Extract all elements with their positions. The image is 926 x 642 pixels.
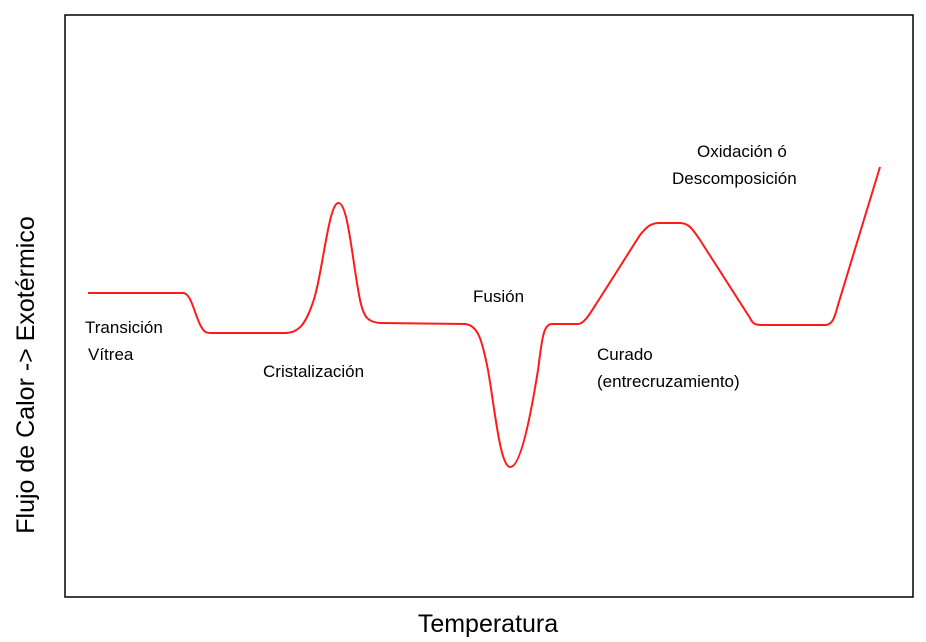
annotation: Vítrea <box>88 345 134 364</box>
plot-frame <box>64 14 914 598</box>
annotation: Curado <box>597 345 653 364</box>
annotation: (entrecruzamiento) <box>597 372 740 391</box>
annotation: Cristalización <box>263 362 364 381</box>
annotation: Oxidación ó <box>697 142 787 161</box>
annotation: Transición <box>85 318 163 337</box>
x-axis-label: Temperatura <box>418 610 558 638</box>
annotation: Fusión <box>473 287 524 306</box>
dsc-curve <box>88 166 881 468</box>
annotation: Descomposición <box>672 169 797 188</box>
y-axis-label: Flujo de Calor -> Exotérmico <box>12 216 40 533</box>
